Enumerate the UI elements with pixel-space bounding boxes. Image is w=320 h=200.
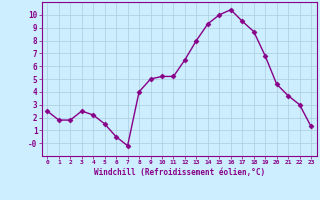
X-axis label: Windchill (Refroidissement éolien,°C): Windchill (Refroidissement éolien,°C) (94, 168, 265, 177)
